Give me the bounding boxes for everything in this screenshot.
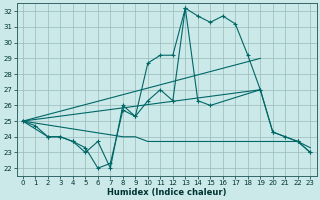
- X-axis label: Humidex (Indice chaleur): Humidex (Indice chaleur): [107, 188, 226, 197]
